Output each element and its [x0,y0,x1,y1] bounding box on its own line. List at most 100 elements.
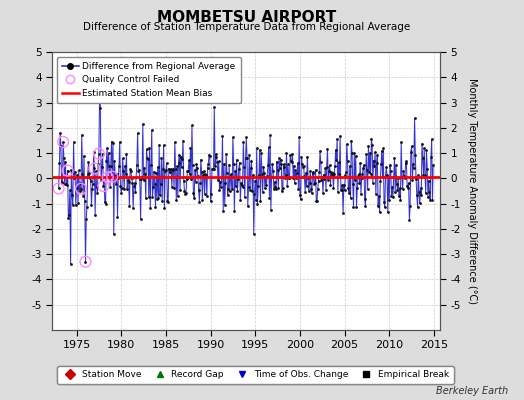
Point [290,162,298,169]
Point [406,202,414,209]
Point [193,164,201,171]
Point [154,164,162,170]
Point [291,167,300,174]
Point [175,152,183,158]
Point [63,168,72,174]
Point [190,194,199,201]
Point [352,152,360,159]
Point [156,192,164,198]
Point [141,195,150,202]
Point [424,194,432,200]
Point [395,193,403,199]
Text: Berkeley Earth: Berkeley Earth [436,386,508,396]
Point [267,206,275,213]
Point [343,141,351,147]
Point [181,191,189,198]
Point [192,161,201,168]
Point [264,162,272,168]
Point [285,174,293,181]
Point [361,203,369,209]
Point [270,179,279,185]
Point [391,189,399,196]
Point [111,173,119,179]
Point [421,190,430,196]
Point [341,187,349,193]
Point [212,151,220,158]
Point [346,163,354,169]
Point [145,145,154,151]
Point [162,167,170,174]
Point [131,189,139,195]
Point [304,175,312,181]
Point [80,153,88,159]
Point [76,180,84,186]
Point [231,168,239,174]
Point [328,172,336,178]
Point [408,176,417,183]
Point [161,168,169,174]
Point [354,173,362,179]
Point [101,198,109,205]
Point [232,183,240,190]
Point [112,180,120,187]
Point [302,170,310,176]
Point [409,161,417,167]
Point [134,168,143,174]
Point [332,156,341,163]
Point [157,155,166,162]
Point [199,172,208,178]
Point [111,158,119,164]
Point [104,174,112,180]
Point [288,151,297,158]
Point [196,156,205,163]
Point [369,158,378,164]
Point [394,175,402,181]
Point [320,176,329,182]
Point [272,186,280,192]
Point [301,188,309,195]
Point [373,152,381,158]
Point [268,161,277,168]
Point [72,202,80,208]
Point [318,177,326,184]
Point [299,163,308,169]
Point [387,192,396,199]
Point [87,202,95,209]
Point [178,156,187,162]
Point [389,194,397,200]
Point [258,189,267,196]
Point [152,196,161,202]
Point [348,180,357,187]
Point [124,177,132,184]
Point [411,152,420,158]
Point [75,188,84,194]
Point [403,183,411,189]
Point [426,197,434,204]
Point [357,191,365,197]
Point [95,150,103,157]
Point [172,197,180,203]
Point [298,161,307,167]
Point [367,135,376,142]
Text: MOMBETSU AIRPORT: MOMBETSU AIRPORT [157,10,336,25]
Point [93,189,102,196]
Point [225,162,233,168]
Point [177,154,185,160]
Point [263,173,271,179]
Point [410,165,418,172]
Point [158,198,166,204]
Point [135,167,143,174]
Point [213,159,222,165]
Point [271,184,279,190]
Point [425,189,434,196]
Point [58,179,67,185]
Point [418,140,426,147]
Point [423,165,431,172]
Point [54,185,63,192]
Point [92,184,101,190]
Point [405,180,413,186]
Point [223,170,231,176]
Point [227,174,236,180]
Point [327,169,335,175]
Point [402,158,410,164]
